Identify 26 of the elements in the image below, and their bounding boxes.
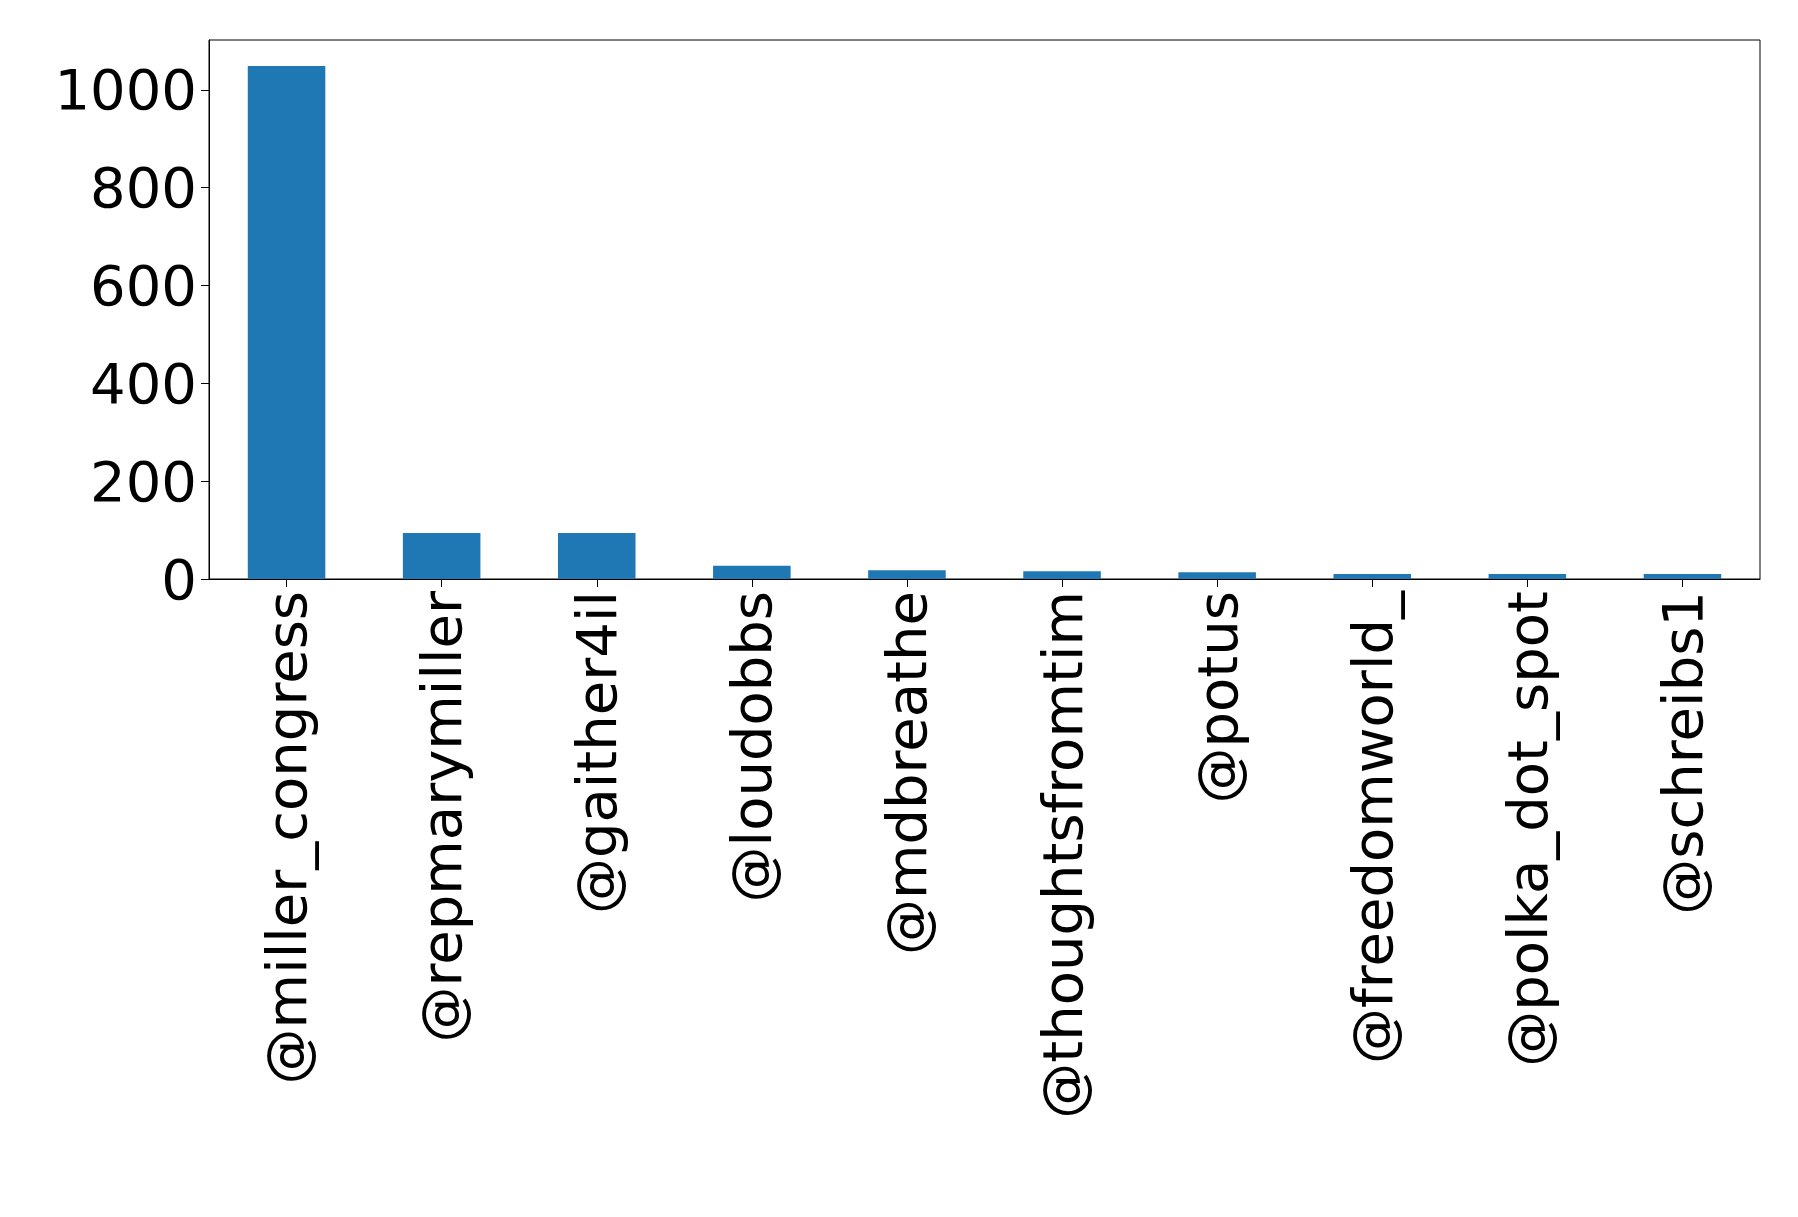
- x-tick-label: @miller_congress: [254, 591, 320, 1085]
- x-tick-label: @thoughtsfromtim: [1029, 591, 1095, 1119]
- bar: [402, 533, 481, 579]
- y-tick-label: 600: [90, 253, 197, 319]
- bar: [1488, 574, 1567, 579]
- bar: [1178, 572, 1256, 579]
- x-tick-label: @schreibs1: [1649, 591, 1715, 915]
- bar: [557, 533, 636, 579]
- y-tick-label: 200: [90, 448, 197, 514]
- x-tick-label: @polka_dot_spot: [1494, 591, 1560, 1067]
- bar: [868, 570, 946, 579]
- x-tick-label: @repmarymiller: [409, 590, 475, 1043]
- y-tick-label: 800: [90, 155, 197, 221]
- bar: [1333, 574, 1412, 579]
- bar: [1023, 571, 1101, 579]
- y-tick-label: 400: [90, 350, 197, 416]
- bar: [1643, 574, 1722, 579]
- y-tick-label: 0: [161, 546, 197, 612]
- x-tick-label: @gaither4il: [564, 591, 630, 915]
- bar: [247, 65, 326, 579]
- x-tick-label: @freedomworld_: [1339, 590, 1405, 1064]
- x-tick-label: @potus: [1184, 591, 1250, 804]
- x-tick-label: @loudobbs: [719, 591, 785, 903]
- bar: [713, 565, 791, 579]
- x-tick-label: @mdbreathe: [874, 591, 940, 956]
- y-tick-label: 1000: [54, 57, 197, 123]
